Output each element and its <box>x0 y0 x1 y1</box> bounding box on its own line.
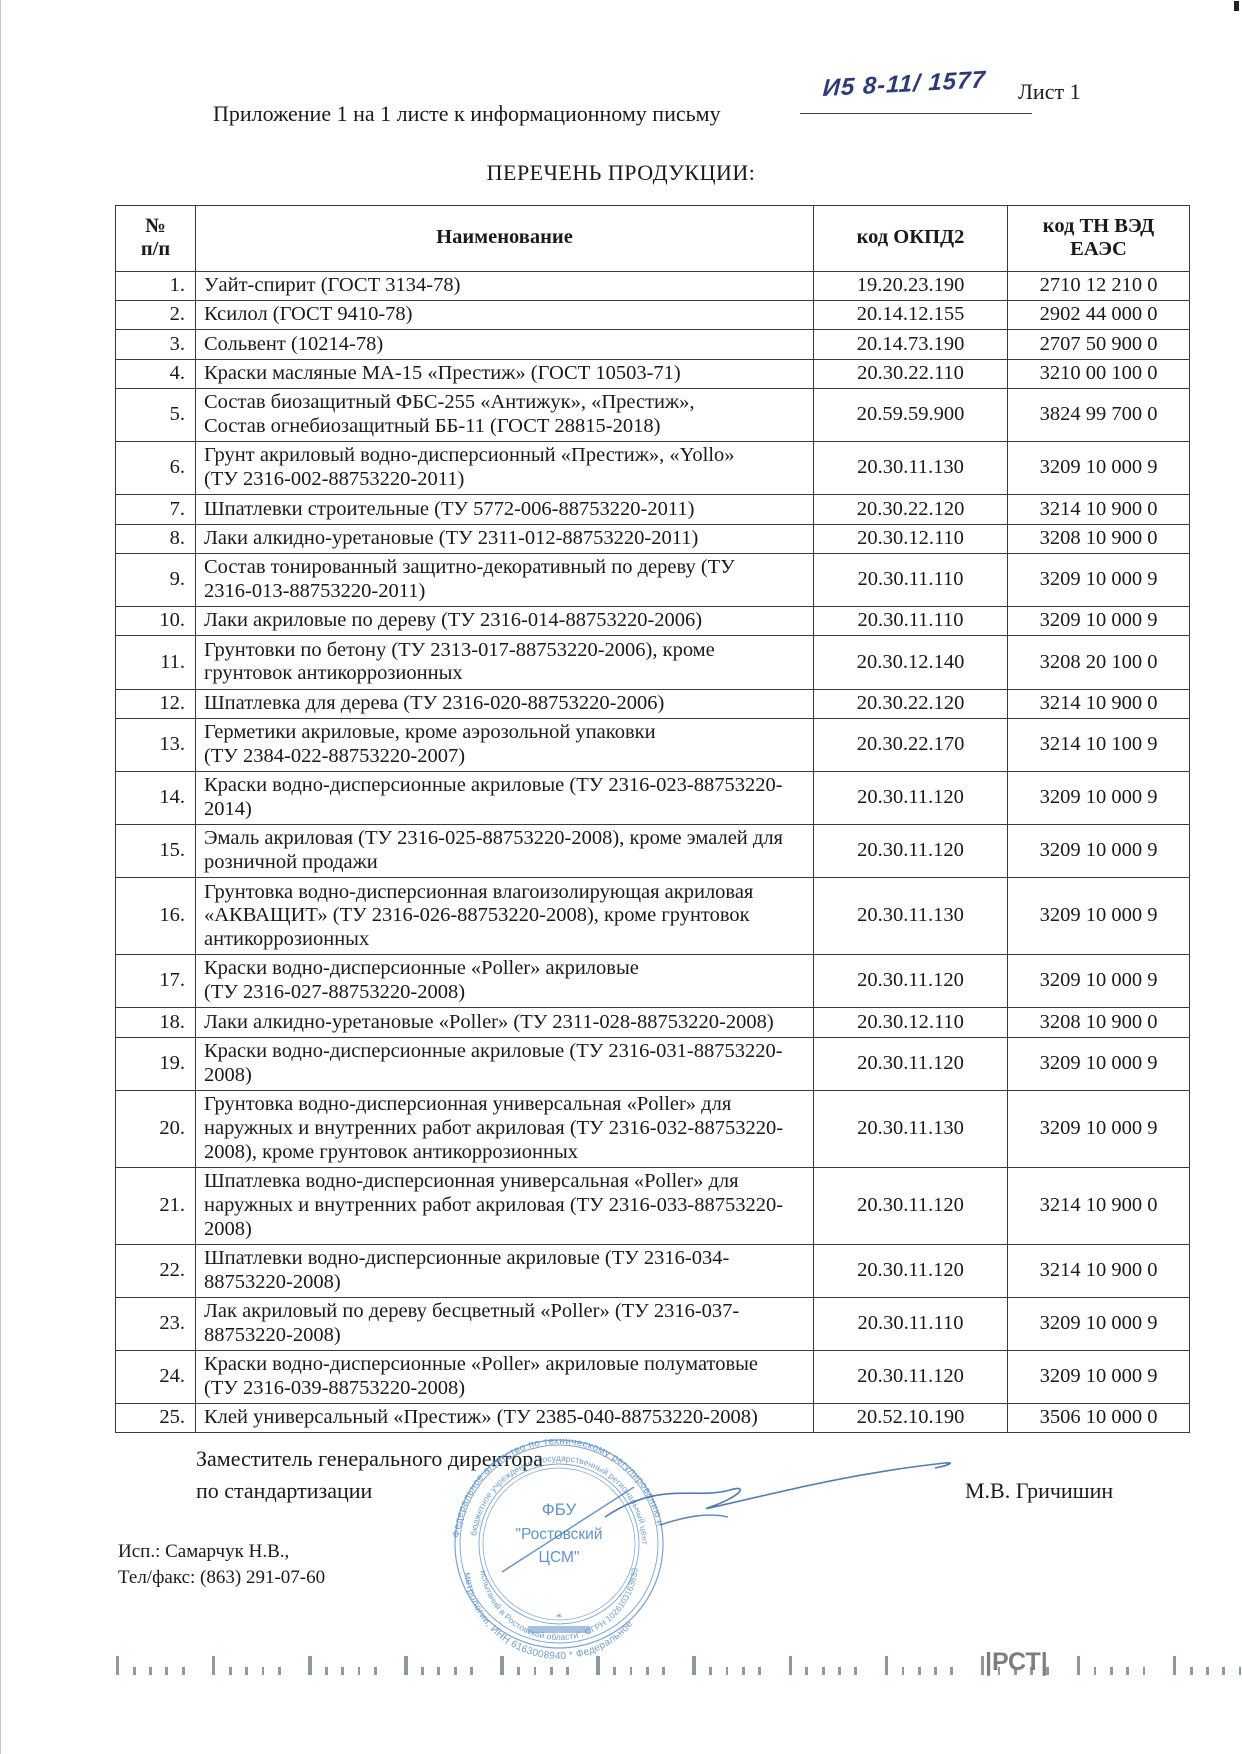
svg-text:ЦСМ": ЦСМ" <box>539 1549 580 1566</box>
svg-text:ФБУ: ФБУ <box>542 1500 577 1519</box>
svg-text:*: * <box>556 1610 562 1624</box>
